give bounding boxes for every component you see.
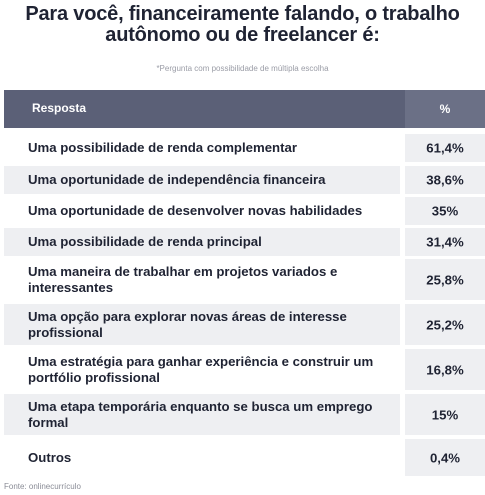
answer-label: Uma opção para explorar novas áreas de i… bbox=[28, 308, 347, 340]
percent-value: 25,8% bbox=[426, 272, 464, 287]
header-answer: Resposta bbox=[32, 101, 87, 115]
answer-label: Uma possibilidade de renda complementar bbox=[28, 140, 297, 155]
percent-cell: 38,6% bbox=[405, 166, 485, 194]
table-row: Uma etapa temporária enquanto se busca u… bbox=[4, 394, 485, 435]
answer-cell: Outros bbox=[4, 439, 400, 476]
table-row: Uma opção para explorar novas áreas de i… bbox=[4, 304, 485, 345]
percent-cell: 25,8% bbox=[405, 259, 485, 300]
percent-cell: 15% bbox=[405, 394, 485, 435]
table-header: Resposta % bbox=[4, 90, 485, 128]
answer-cell: Uma maneira de trabalhar em projetos var… bbox=[4, 259, 400, 300]
answer-label: Uma possibilidade de renda principal bbox=[28, 234, 262, 249]
answer-label: Uma oportunidade de desenvolver novas ha… bbox=[28, 203, 363, 218]
answer-cell: Uma possibilidade de renda principal bbox=[4, 228, 400, 256]
percent-cell: 35% bbox=[405, 197, 485, 225]
answer-cell: Uma possibilidade de renda complementar bbox=[4, 134, 400, 162]
answer-cell: Uma etapa temporária enquanto se busca u… bbox=[4, 394, 400, 435]
percent-value: 15% bbox=[431, 407, 459, 422]
header-percent: % bbox=[405, 90, 485, 128]
percent-cell: 16,8% bbox=[405, 349, 485, 390]
percent-value: 61,4% bbox=[426, 140, 464, 156]
percent-cell: 25,2% bbox=[405, 304, 485, 345]
percent-cell: 61,4% bbox=[405, 134, 485, 162]
percent-value: 35% bbox=[431, 203, 459, 219]
answer-cell: Uma estratégia para ganhar experiência e… bbox=[4, 349, 400, 390]
answer-label: Uma estratégia para ganhar experiência e… bbox=[28, 353, 374, 385]
table-row: Uma estratégia para ganhar experiência e… bbox=[4, 349, 485, 390]
table-row: Uma maneira de trabalhar em projetos var… bbox=[4, 259, 485, 300]
percent-value: 0,4% bbox=[429, 450, 461, 465]
chart-title: Para você, financeiramente falando, o tr… bbox=[25, 3, 460, 46]
table-row: Uma oportunidade de desenvolver novas ha… bbox=[4, 197, 485, 225]
source-note: Fonte: onlinecurrículo bbox=[4, 482, 81, 491]
chart-note: *Pergunta com possibilidade de múltipla … bbox=[156, 64, 329, 73]
answer-label: Outros bbox=[28, 449, 72, 465]
table-row: Outros 0,4% bbox=[4, 439, 485, 476]
answer-label: Uma maneira de trabalhar em projetos var… bbox=[28, 263, 338, 295]
percent-cell: 31,4% bbox=[405, 228, 485, 256]
answer-cell: Uma oportunidade de independência financ… bbox=[4, 166, 400, 194]
results-table: Resposta % Uma possibilidade de renda co… bbox=[4, 90, 485, 476]
answer-cell: Uma oportunidade de desenvolver novas ha… bbox=[4, 197, 400, 225]
percent-value: 31,4% bbox=[426, 234, 464, 250]
percent-value: 25,2% bbox=[426, 317, 464, 332]
table-row: Uma possibilidade de renda principal 31,4… bbox=[4, 228, 485, 256]
answer-label: Uma oportunidade de independência financ… bbox=[28, 172, 326, 187]
answer-cell: Uma opção para explorar novas áreas de i… bbox=[4, 304, 400, 345]
percent-value: 16,8% bbox=[426, 362, 464, 377]
table-row: Uma oportunidade de independência financ… bbox=[4, 166, 485, 194]
table-row: Uma possibilidade de renda complementar 6… bbox=[4, 134, 485, 162]
percent-cell: 0,4% bbox=[405, 439, 485, 476]
percent-value: 38,6% bbox=[426, 172, 464, 188]
answer-label: Uma etapa temporária enquanto se busca u… bbox=[28, 398, 373, 430]
